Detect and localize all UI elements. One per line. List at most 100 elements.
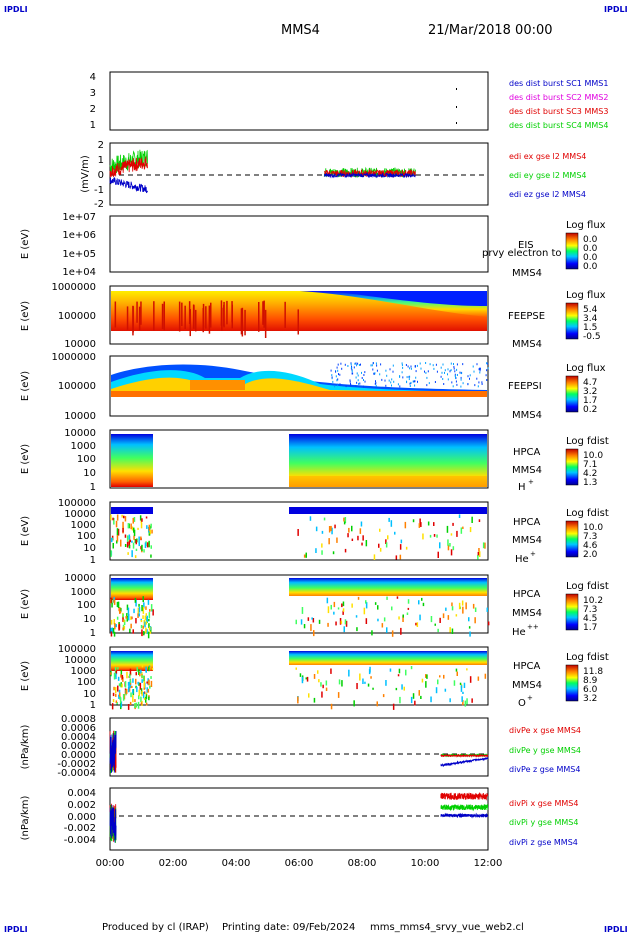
hpca-he2-cbar-v2: 7.3 (583, 605, 597, 615)
feeps-i-noise-113 (459, 371, 461, 374)
hpca-he2-speck-76 (377, 605, 379, 610)
hpca-he-speck-89 (420, 522, 422, 527)
hpca-he-speck-87 (132, 542, 135, 549)
hpca-o-speck-7 (147, 678, 149, 686)
hpca-o-speck-120 (118, 683, 121, 687)
hpca-he-speck-58 (477, 551, 480, 556)
hpca-he-ytick-1: 10000 (64, 509, 96, 520)
hpca-he2-species: He (512, 627, 526, 638)
feeps-i-noise-199 (352, 372, 354, 375)
des-mark-3 (456, 122, 457, 124)
hpca-he-speck-149 (128, 545, 131, 549)
feeps-i-noise-72 (428, 382, 430, 385)
hpca-he-speck-157 (128, 534, 131, 540)
hpca-o-speck-129 (136, 686, 138, 693)
feeps-i-noise-146 (364, 371, 366, 374)
feeps-i-noise-167 (479, 367, 481, 370)
feeps-i-noise-9 (370, 364, 372, 367)
hpca-he2-speck-87 (472, 603, 475, 609)
hpca-he-speck-113 (347, 533, 349, 538)
feeps-i-noise-172 (455, 376, 456, 379)
hpca-o-speck-34 (372, 687, 374, 690)
edi-series-ex-0 (109, 156, 148, 178)
divpe-ytick-2: 0.0004 (61, 732, 96, 743)
time-tick-6: 12:00 (474, 858, 503, 869)
feeps-i-noise-46 (335, 370, 337, 373)
feeps-i-noise-148 (375, 362, 377, 365)
eis-ylabel: E (eV) (20, 229, 31, 259)
feeps-e-colorbar (565, 302, 579, 340)
feeps-i-noise-158 (360, 363, 361, 366)
hpca-o-speck-83 (330, 668, 332, 674)
hpca-he-speck-69 (344, 517, 347, 523)
hpca-o-speck-59 (128, 686, 131, 692)
edi-ytick-2: 2 (98, 140, 104, 151)
feeps-i-noise-7 (454, 370, 456, 373)
hpca-he2-speck-119 (318, 619, 321, 624)
des-ytick-4: 4 (90, 72, 96, 83)
feeps-i-noise-36 (415, 376, 417, 379)
feeps-e-side-label: FEEPSE (508, 311, 545, 322)
feeps-i-noise-13 (408, 375, 410, 378)
hpca-he2-speck-84 (326, 597, 329, 604)
edi-ylabel: (mV/m) (80, 155, 91, 193)
feeps-i-noise-68 (450, 369, 452, 372)
feeps-i-noise-150 (386, 374, 388, 377)
feeps-i-noise-62 (341, 367, 343, 370)
feeps-i-noise-98 (486, 369, 488, 372)
eis-overlay-label: prvy electron to (482, 248, 562, 259)
hpca-he2-speck-150 (365, 618, 368, 624)
feeps-i-noise-70 (361, 377, 363, 379)
corner-label-bl: IPDLI (4, 925, 28, 934)
hpca-he2-speck-34 (327, 622, 329, 627)
hpca-he-speck-135 (437, 551, 439, 558)
feeps-e-streak-15 (181, 302, 183, 326)
hpca-o-speck-125 (484, 673, 487, 679)
feeps-i-noise-174 (447, 378, 449, 381)
feeps-i-noise-102 (420, 367, 422, 370)
hpca-o-speck-61 (341, 680, 343, 687)
hpca-he2-speck-9 (383, 617, 386, 622)
divpe-ytick-6: -0.0004 (57, 768, 96, 779)
hpca-he2-speck-126 (451, 628, 454, 634)
eis-cbar-v1: 0.0 (583, 235, 598, 245)
hpca-h-ylabel: E (eV) (20, 444, 31, 474)
hpca-o-speck-69 (150, 676, 152, 679)
hpca-h-cbar-title: Log fdist (566, 436, 609, 447)
edi-legend-z: edi ez gse l2 MMS4 (509, 190, 586, 199)
hpca-he-speck-104 (378, 543, 380, 548)
hpca-o-speck-109 (325, 687, 328, 691)
eis-colorbar (565, 232, 579, 270)
time-tick-1: 02:00 (159, 858, 188, 869)
hpca-o-speck-77 (117, 676, 120, 681)
hpca-he-speck-115 (133, 527, 135, 533)
hpca-he-speck-112 (127, 523, 130, 529)
hpca-o-speck-128 (115, 687, 117, 694)
feeps-i-noise-91 (350, 362, 352, 365)
feeps-i-noise-32 (384, 379, 386, 382)
hpca-o-cbar-title: Log fdist (566, 652, 609, 663)
hpca-o-speck-39 (135, 702, 137, 708)
hpca-he2-speck-178 (145, 627, 147, 634)
hpca-he-speck-1 (447, 544, 450, 551)
divpe-legend-y: divPe y gse MMS4 (509, 746, 581, 755)
hpca-o-speck-57 (443, 674, 445, 679)
hpca-he2-speck-51 (143, 602, 145, 609)
panel-eis: E (eV) 1e+07 1e+06 1e+05 1e+04 EIS prvy … (20, 212, 606, 279)
header-spacecraft: MMS4 (281, 23, 320, 38)
hpca-he2-speck-78 (149, 609, 151, 612)
hpca-o-speck-173 (132, 695, 134, 703)
feeps-i-noise-66 (485, 374, 487, 377)
feeps-i-noise-119 (339, 373, 341, 376)
hpca-he-speck-48 (122, 521, 124, 529)
hpca-o-speck-78 (401, 684, 403, 690)
hpca-he2-speck-65 (141, 605, 143, 612)
feeps-i-noise-151 (456, 383, 458, 386)
hpca-he-speck-133 (344, 548, 347, 553)
feeps-e-streak-32 (114, 301, 117, 328)
hpca-he2-ytick-4: 1 (90, 628, 96, 639)
feeps-i-side-label: FEEPSI (508, 381, 542, 392)
hpca-he-speck-19 (140, 546, 142, 550)
hpca-he-speck-11 (126, 535, 129, 543)
hpca-o-speck-143 (127, 704, 130, 710)
